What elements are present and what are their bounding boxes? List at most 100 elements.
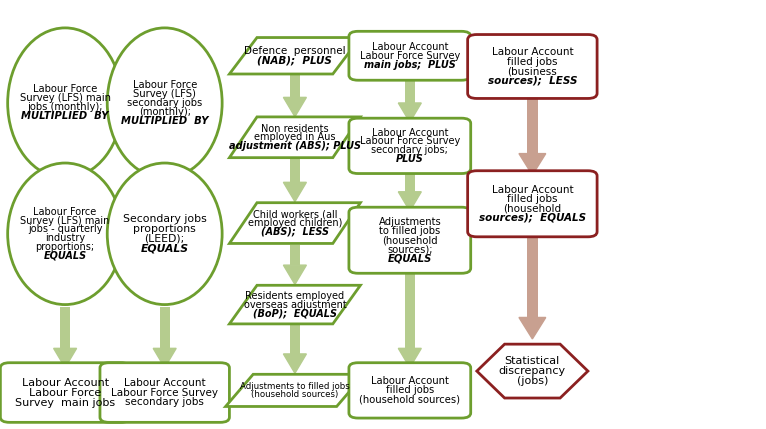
Text: Labour Account: Labour Account: [124, 378, 205, 388]
FancyBboxPatch shape: [349, 363, 470, 418]
Bar: [60, 307, 70, 348]
Text: Labour Force: Labour Force: [29, 387, 101, 398]
Polygon shape: [230, 117, 361, 157]
Bar: [527, 94, 538, 154]
Polygon shape: [54, 162, 77, 181]
Text: Labour Account: Labour Account: [372, 128, 448, 138]
Polygon shape: [230, 285, 361, 324]
Text: Labour Force: Labour Force: [34, 207, 97, 217]
Text: Survey (LFS) main: Survey (LFS) main: [20, 94, 110, 103]
Text: proportions;: proportions;: [35, 242, 95, 252]
Bar: [290, 159, 300, 182]
Text: industry: industry: [45, 233, 85, 243]
Text: Survey (LFS) main: Survey (LFS) main: [21, 216, 110, 226]
Text: jobs - quarterly: jobs - quarterly: [28, 224, 103, 234]
Text: overseas adjustment: overseas adjustment: [244, 299, 346, 310]
Text: Labour Account: Labour Account: [492, 48, 573, 57]
Text: jobs (monthly);: jobs (monthly);: [28, 103, 103, 112]
Text: discrepancy: discrepancy: [499, 366, 566, 376]
Bar: [290, 245, 300, 265]
Text: MULTIPLIED  BY: MULTIPLIED BY: [121, 116, 208, 126]
Text: PLUS: PLUS: [396, 154, 424, 164]
Text: Adjustments to filled jobs: Adjustments to filled jobs: [240, 382, 350, 391]
FancyBboxPatch shape: [467, 171, 597, 237]
Text: Labour Force: Labour Force: [33, 85, 97, 94]
Text: (BoP);  EQUALS: (BoP); EQUALS: [253, 308, 337, 318]
Polygon shape: [519, 317, 545, 339]
Text: Adjustments: Adjustments: [378, 217, 441, 227]
Polygon shape: [283, 97, 306, 117]
Text: Labour Force: Labour Force: [133, 80, 197, 90]
Text: sources);  LESS: sources); LESS: [488, 76, 577, 85]
Text: (household: (household: [382, 235, 437, 245]
Polygon shape: [153, 348, 176, 368]
Text: (household sources): (household sources): [359, 394, 460, 405]
Polygon shape: [283, 354, 306, 373]
Polygon shape: [398, 348, 421, 368]
Text: Child workers (all: Child workers (all: [253, 209, 337, 219]
Text: Labour Account: Labour Account: [372, 42, 448, 52]
Polygon shape: [225, 374, 365, 407]
Ellipse shape: [8, 28, 123, 178]
Text: Survey  main jobs: Survey main jobs: [15, 398, 115, 408]
Ellipse shape: [107, 163, 222, 305]
Text: EQUALS: EQUALS: [44, 251, 87, 261]
Text: (monthly);: (monthly);: [139, 107, 191, 117]
Text: Labour Force Survey: Labour Force Survey: [360, 136, 460, 146]
Polygon shape: [283, 182, 306, 202]
Polygon shape: [519, 154, 545, 175]
Bar: [405, 167, 415, 192]
Text: (jobs): (jobs): [517, 376, 548, 386]
FancyBboxPatch shape: [1, 363, 129, 422]
FancyBboxPatch shape: [100, 363, 230, 422]
Text: filled jobs: filled jobs: [507, 57, 558, 67]
Text: Residents employed: Residents employed: [245, 291, 345, 301]
Text: secondary jobs: secondary jobs: [127, 98, 202, 108]
FancyBboxPatch shape: [349, 31, 470, 80]
Text: Statistical: Statistical: [505, 356, 560, 366]
Text: (LEED);: (LEED);: [145, 234, 185, 244]
FancyBboxPatch shape: [467, 34, 597, 99]
Bar: [290, 75, 300, 97]
Text: (household sources): (household sources): [251, 390, 339, 399]
Text: (household: (household: [503, 203, 561, 214]
Polygon shape: [398, 192, 421, 211]
Text: EQUALS: EQUALS: [388, 253, 432, 263]
Ellipse shape: [107, 28, 222, 178]
Text: to filled jobs: to filled jobs: [379, 226, 440, 236]
Text: (NAB);  PLUS: (NAB); PLUS: [257, 55, 332, 66]
Text: Survey (LFS): Survey (LFS): [133, 89, 196, 99]
Text: MULTIPLIED  BY: MULTIPLIED BY: [21, 112, 109, 121]
Text: (ABS);  LESS: (ABS); LESS: [261, 227, 329, 237]
Text: Labour Account: Labour Account: [371, 376, 449, 387]
Polygon shape: [230, 38, 361, 74]
Text: main jobs;  PLUS: main jobs; PLUS: [364, 60, 456, 69]
Text: Labour Account: Labour Account: [21, 378, 109, 387]
Bar: [290, 324, 300, 354]
Bar: [159, 307, 169, 348]
Text: filled jobs: filled jobs: [386, 385, 434, 396]
Text: Labour Force Survey: Labour Force Survey: [111, 387, 218, 398]
Text: employed in Aus: employed in Aus: [254, 132, 336, 142]
Bar: [405, 76, 415, 103]
Text: employed children): employed children): [247, 218, 342, 228]
Ellipse shape: [8, 163, 123, 305]
Text: adjustment (ABS); PLUS: adjustment (ABS); PLUS: [229, 141, 361, 151]
Text: secondary jobs: secondary jobs: [126, 397, 204, 407]
Polygon shape: [283, 265, 306, 284]
Text: (business: (business: [508, 66, 557, 76]
Polygon shape: [230, 203, 361, 244]
Text: filled jobs: filled jobs: [507, 194, 558, 204]
FancyBboxPatch shape: [349, 118, 470, 173]
Polygon shape: [398, 103, 421, 122]
Text: secondary jobs;: secondary jobs;: [372, 145, 448, 155]
Polygon shape: [153, 162, 176, 181]
Bar: [405, 269, 415, 348]
FancyBboxPatch shape: [349, 207, 470, 273]
Polygon shape: [476, 344, 588, 398]
Text: Labour Force Survey: Labour Force Survey: [360, 51, 460, 61]
Text: Defence  personnel: Defence personnel: [244, 46, 345, 56]
Text: proportions: proportions: [133, 224, 196, 234]
Text: sources);  EQUALS: sources); EQUALS: [479, 213, 586, 223]
Text: Labour Account: Labour Account: [492, 185, 573, 195]
